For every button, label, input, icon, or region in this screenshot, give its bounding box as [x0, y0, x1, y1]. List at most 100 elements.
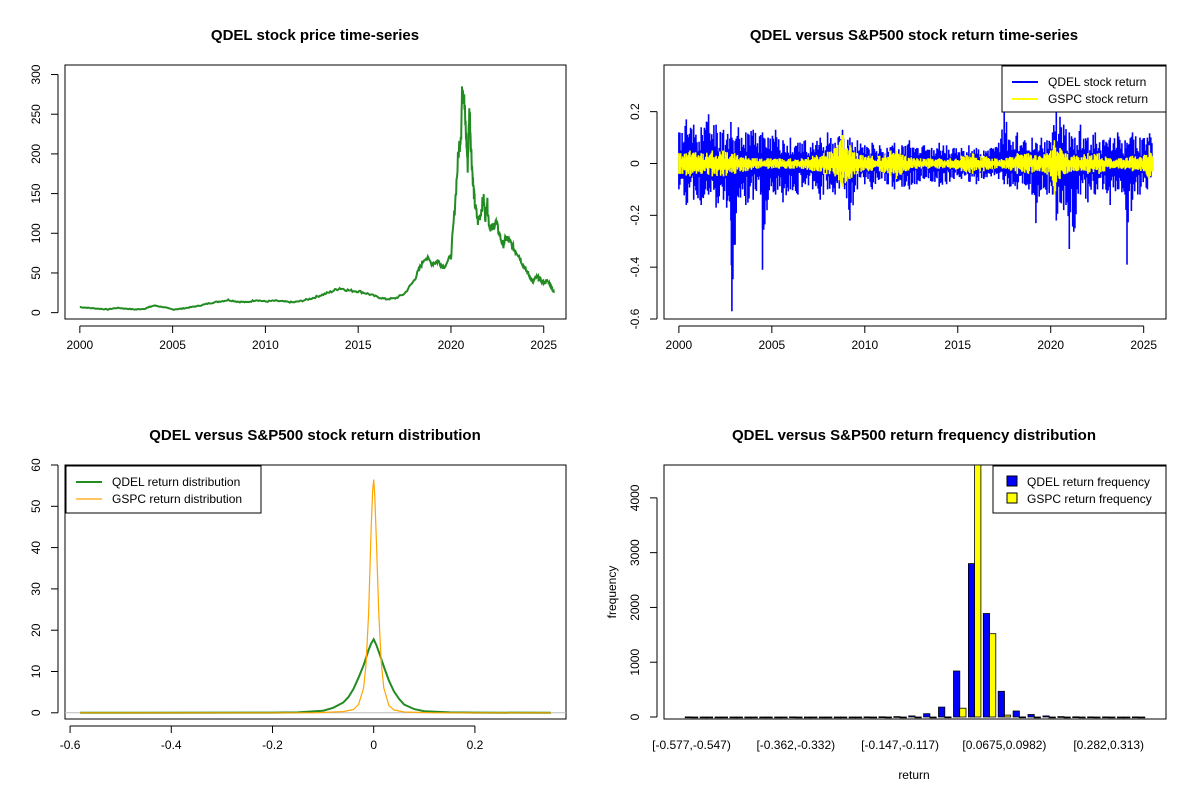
returns-x-tick-label: 2025 [1130, 338, 1157, 352]
returns-legend-qdel-label: QDEL stock return [1048, 75, 1146, 89]
returns-y-tick-label: 0 [628, 160, 642, 167]
gspc-frequency-bar [929, 716, 937, 719]
gspc-frequency-bar [750, 716, 758, 719]
returns-y-tick-label: 0.2 [628, 103, 642, 120]
qdel-frequency-bar [863, 716, 871, 719]
qdel-frequency-bar [1072, 716, 1080, 718]
gspc-frequency-bar [1063, 716, 1071, 719]
gspc-frequency-bar [720, 716, 728, 719]
gspc-frequency-bar [899, 716, 907, 719]
qdel-frequency-bar [1131, 716, 1140, 719]
frequency-y-tick-label: 4000 [628, 484, 642, 511]
returns-legend-gspc-label: GSPC stock return [1048, 92, 1148, 106]
price-x-tick-label: 2000 [66, 338, 93, 352]
frequency-x-axis-label: return [898, 768, 929, 782]
qdel-frequency-bar [1027, 714, 1035, 718]
returns-y-tick-label: -0.2 [628, 205, 642, 226]
price-plot-frame [64, 64, 567, 320]
price-x-tick-label: 2010 [252, 338, 279, 352]
density-y-tick-label: 40 [29, 541, 43, 555]
qdel-density-line [80, 637, 551, 714]
qdel-frequency-bar [774, 716, 782, 719]
qdel-frequency-bar [759, 716, 767, 719]
returns-plot-frame [663, 64, 1167, 320]
frequency-plot-frame [663, 464, 1167, 720]
returns-x-tick-label: 2000 [666, 338, 693, 352]
returns-chart: QDEL versus S&P500 stock return time-ser… [628, 27, 1167, 352]
qdel-frequency-bar [1042, 715, 1050, 718]
gspc-frequency-bar [855, 716, 863, 719]
gspc-frequency-bar [810, 716, 818, 719]
qdel-frequency-bar [848, 716, 856, 719]
price-y-tick-label: 50 [29, 266, 43, 280]
gspc-frequency-bar [884, 716, 892, 719]
density-y-tick-label: 60 [29, 458, 43, 472]
returns-chart-title: QDEL versus S&P500 stock return time-ser… [750, 27, 1078, 44]
qdel-frequency-bar [818, 716, 826, 719]
price-x-tick-label: 2015 [345, 338, 372, 352]
qdel-frequency-bar [729, 716, 737, 719]
gspc-frequency-bar [989, 633, 997, 718]
price-x-tick-label: 2005 [159, 338, 186, 352]
frequency-legend-qdel-swatch [1006, 475, 1018, 487]
density-x-tick-label: -0.6 [60, 738, 81, 752]
price-y-tick-label: 0 [29, 309, 43, 316]
density-plot-frame [64, 464, 567, 720]
gspc-frequency-bar [840, 716, 848, 719]
gspc-frequency-bar [914, 716, 922, 719]
density-x-tick-label: -0.2 [262, 738, 283, 752]
gspc-frequency-bar [959, 707, 967, 718]
qdel-frequency-bar [1117, 716, 1125, 719]
qdel-frequency-bar [1012, 710, 1020, 718]
density-y-tick-label: 10 [29, 665, 43, 679]
price-x-tick-label: 2020 [438, 338, 465, 352]
density-x-tick-label: -0.4 [161, 738, 182, 752]
gspc-frequency-bar [1033, 716, 1041, 719]
frequency-legend-qdel-label: QDEL return frequency [1027, 475, 1150, 489]
gspc-frequency-bar [825, 716, 833, 719]
qdel-return-series-line [678, 98, 1153, 312]
qdel-frequency-bar [804, 716, 812, 719]
gspc-return-series-line [678, 135, 1154, 195]
price-series-line [79, 86, 555, 311]
frequency-x-tick-label: [-0.147,-0.117) [861, 738, 939, 752]
qdel-frequency-bar [982, 613, 990, 718]
price-y-tick-label: 300 [29, 64, 43, 84]
frequency-chart: QDEL versus S&P500 return frequency dist… [605, 427, 1167, 782]
returns-y-tick-label: -0.4 [628, 257, 642, 278]
gspc-frequency-bar [1138, 716, 1146, 719]
price-chart-title: QDEL stock price time-series [211, 27, 419, 44]
qdel-frequency-bar [908, 715, 916, 718]
gspc-frequency-bar [944, 716, 952, 719]
gspc-frequency-bar [1108, 716, 1116, 719]
frequency-chart-title: QDEL versus S&P500 return frequency dist… [732, 427, 1096, 444]
gspc-frequency-bar [735, 716, 743, 719]
qdel-frequency-bar [789, 716, 797, 719]
frequency-y-tick-label: 3000 [628, 539, 642, 566]
qdel-frequency-bar [923, 713, 931, 718]
qdel-frequency-bar [878, 716, 886, 718]
frequency-x-tick-label: [0.0675,0.0982) [962, 738, 1046, 752]
gspc-density-line [80, 479, 551, 714]
returns-y-tick-label: -0.6 [628, 308, 642, 329]
gspc-frequency-bar [974, 464, 982, 718]
qdel-frequency-bar [938, 706, 946, 718]
returns-legend-box [1001, 65, 1167, 113]
price-x-tick-label: 2025 [530, 338, 557, 352]
qdel-frequency-bar [893, 716, 901, 718]
frequency-y-axis-label: frequency [605, 566, 619, 619]
frequency-y-tick-label: 1000 [628, 649, 642, 676]
frequency-y-tick-label: 0 [628, 713, 642, 720]
qdel-frequency-bar [744, 716, 752, 719]
frequency-x-tick-label: [-0.362,-0.332) [756, 738, 835, 752]
density-y-tick-label: 30 [29, 582, 43, 596]
density-chart: QDEL versus S&P500 stock return distribu… [29, 427, 567, 752]
returns-x-tick-label: 2010 [851, 338, 878, 352]
density-y-tick-label: 50 [29, 499, 43, 513]
gspc-frequency-bar [1004, 714, 1012, 718]
density-x-tick-label: 0.2 [467, 738, 484, 752]
price-y-tick-label: 250 [29, 104, 43, 124]
gspc-frequency-bar [795, 716, 803, 719]
gspc-frequency-bar [869, 716, 877, 719]
